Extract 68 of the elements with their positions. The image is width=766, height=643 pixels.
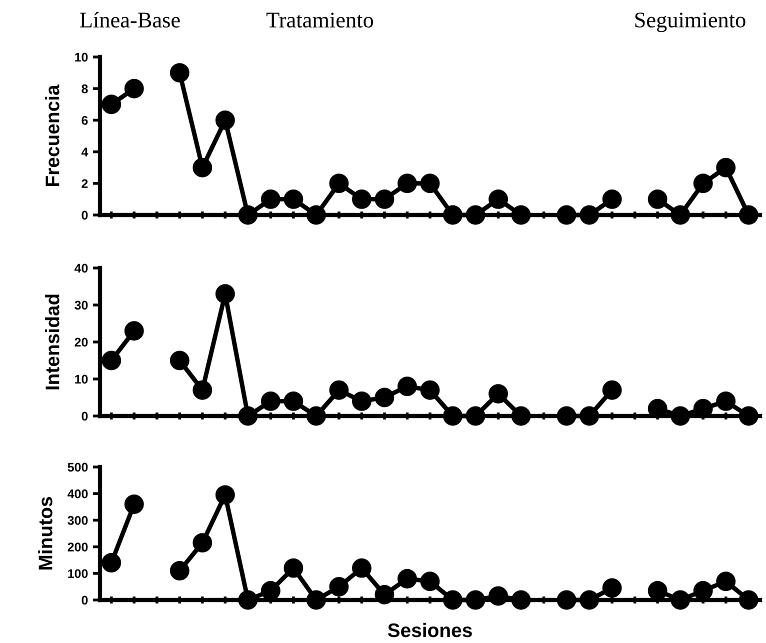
point xyxy=(124,494,144,514)
point xyxy=(170,561,190,580)
y-tick-label: 0 xyxy=(82,210,88,220)
point xyxy=(602,189,622,209)
point xyxy=(102,553,122,572)
text: Línea-Base xyxy=(80,12,180,28)
y-tick-label: 0 xyxy=(82,596,88,605)
point xyxy=(102,94,122,114)
point xyxy=(192,533,212,553)
point xyxy=(398,568,417,588)
point xyxy=(124,78,144,98)
point xyxy=(170,63,190,83)
point xyxy=(602,578,622,598)
point xyxy=(420,380,440,400)
point xyxy=(215,485,235,505)
y-tick-label: 400 xyxy=(68,489,88,498)
point xyxy=(352,391,372,411)
point xyxy=(192,158,212,178)
point xyxy=(352,558,372,578)
y-tick-label: 200 xyxy=(68,542,88,552)
point xyxy=(215,110,235,130)
point xyxy=(374,388,394,408)
point xyxy=(420,572,440,592)
y-tick-label: 500 xyxy=(68,462,88,472)
point xyxy=(648,189,668,209)
point xyxy=(352,189,372,209)
point xyxy=(215,284,235,304)
y-tick-label: 6 xyxy=(82,116,88,125)
y-tick-label: 4 xyxy=(81,148,88,156)
point xyxy=(716,158,736,178)
text: Tratamiento xyxy=(266,12,374,28)
y-tick-label: 20 xyxy=(74,338,88,347)
y-tick-label: 10 xyxy=(75,52,88,62)
point xyxy=(284,391,304,411)
x-axis-title: Sesiones xyxy=(388,622,472,638)
y-axis-title: Intensidad xyxy=(45,294,60,390)
point xyxy=(260,391,280,411)
y-axis-title: Minutos xyxy=(38,497,52,570)
y-tick-label: 300 xyxy=(68,516,88,525)
point xyxy=(398,174,417,194)
point xyxy=(170,350,190,370)
point xyxy=(329,380,349,400)
y-tick-label: 10 xyxy=(75,374,88,384)
y-tick-label: 8 xyxy=(82,84,88,94)
point xyxy=(260,189,280,209)
point xyxy=(374,189,394,209)
point xyxy=(420,174,440,194)
point xyxy=(488,384,508,404)
y-tick-label: 30 xyxy=(74,300,88,310)
point xyxy=(398,376,417,396)
y-tick-label: 100 xyxy=(68,569,88,578)
point xyxy=(716,391,736,411)
point xyxy=(102,350,122,370)
y-axis-title: Frecuencia xyxy=(45,84,60,186)
point xyxy=(124,321,144,341)
y-tick-label: 40 xyxy=(74,264,88,273)
point xyxy=(716,572,736,592)
point xyxy=(329,174,349,194)
point xyxy=(284,189,304,209)
point xyxy=(192,380,212,400)
point xyxy=(693,174,713,194)
point xyxy=(488,189,508,209)
y-tick-label: 0 xyxy=(82,412,88,421)
point xyxy=(602,380,622,400)
text: Seguimiento xyxy=(635,12,746,32)
y-tick-label: 2 xyxy=(82,179,88,188)
point xyxy=(329,576,349,596)
point xyxy=(284,558,304,578)
